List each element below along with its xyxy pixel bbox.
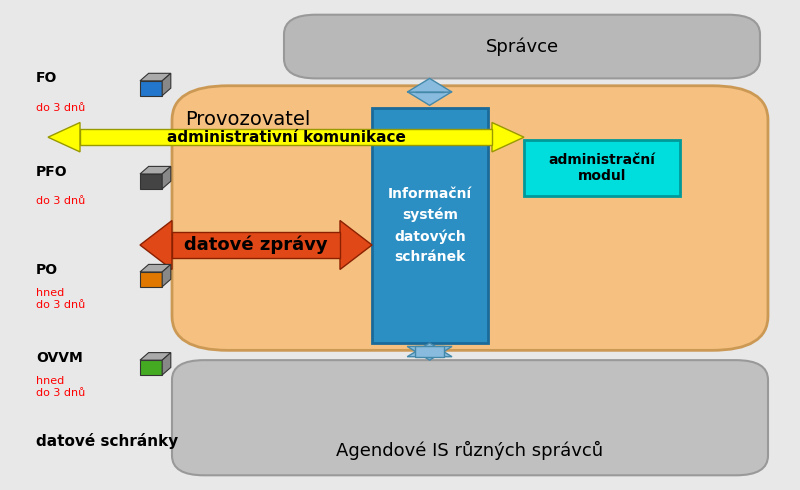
Text: PFO: PFO (36, 165, 68, 178)
Text: hned
do 3 dnů: hned do 3 dnů (36, 376, 86, 398)
FancyBboxPatch shape (140, 272, 162, 287)
FancyBboxPatch shape (140, 81, 162, 96)
Text: Provozovatel: Provozovatel (186, 110, 310, 129)
Bar (415, 346, 444, 357)
Polygon shape (407, 343, 452, 357)
FancyBboxPatch shape (372, 108, 488, 343)
FancyBboxPatch shape (140, 360, 162, 375)
Polygon shape (340, 220, 372, 270)
Polygon shape (162, 353, 171, 375)
FancyBboxPatch shape (140, 174, 162, 189)
Text: hned
do 3 dnů: hned do 3 dnů (36, 288, 86, 310)
Polygon shape (140, 167, 171, 174)
Text: do 3 dnů: do 3 dnů (36, 103, 86, 113)
Bar (80, 129, 492, 145)
Text: FO: FO (36, 72, 58, 85)
Bar (172, 232, 340, 259)
FancyBboxPatch shape (284, 15, 760, 78)
FancyBboxPatch shape (172, 360, 768, 475)
Polygon shape (162, 167, 171, 189)
Text: do 3 dnů: do 3 dnů (36, 196, 86, 206)
Polygon shape (162, 74, 171, 96)
Polygon shape (407, 78, 452, 92)
Polygon shape (162, 265, 171, 287)
Text: Agendové IS různých správců: Agendové IS různých správců (337, 441, 603, 460)
Polygon shape (140, 74, 171, 81)
Polygon shape (140, 265, 171, 272)
FancyBboxPatch shape (524, 140, 680, 196)
Polygon shape (140, 353, 171, 360)
Text: administrační
modul: administrační modul (549, 153, 655, 183)
Polygon shape (407, 92, 452, 105)
Text: Informační
systém
datových
schránek: Informační systém datových schránek (388, 187, 472, 264)
Text: administrativní komunikace: administrativní komunikace (166, 130, 406, 145)
Text: datové schránky: datové schránky (36, 433, 178, 449)
Polygon shape (407, 346, 452, 360)
Text: PO: PO (36, 263, 58, 276)
FancyBboxPatch shape (172, 86, 768, 350)
Polygon shape (140, 220, 172, 270)
Polygon shape (48, 122, 80, 152)
Text: datové zprávy: datové zprávy (184, 236, 328, 254)
Polygon shape (492, 122, 524, 152)
Text: OVVM: OVVM (36, 351, 82, 365)
Text: Správce: Správce (486, 37, 558, 56)
